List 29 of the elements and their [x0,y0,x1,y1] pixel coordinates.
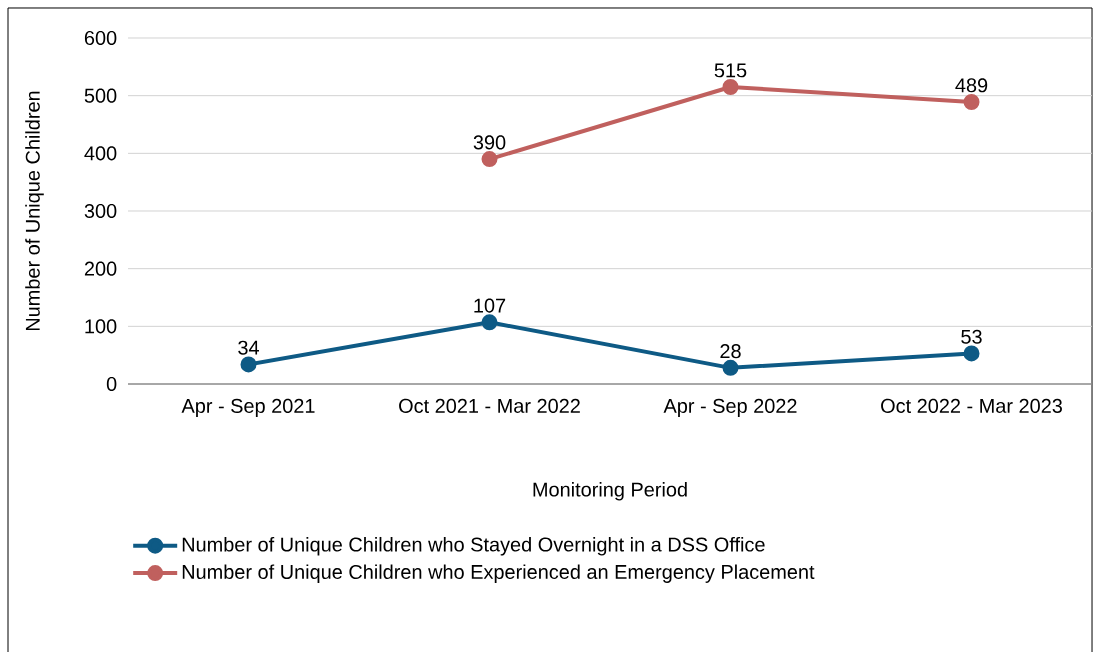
y-tick-label: 400 [84,146,117,161]
data-label: 107 [474,298,506,313]
point [963,94,980,111]
point [722,359,739,376]
x-tick-label: Oct 2021 - Mar 2022 [399,398,580,413]
point [481,151,498,168]
data-label: 28 [720,344,741,359]
data-label: 34 [238,340,259,355]
x-axis-title: Monitoring Period [533,481,687,501]
y-tick-label: 200 [84,261,117,276]
x-tick-label: Apr - Sep 2021 [181,398,315,417]
point [722,79,739,96]
point [240,356,257,373]
y-tick-label: 100 [85,319,117,334]
y-tick-label: 500 [84,88,117,103]
x-tick-label: Apr - Sep 2022 [663,398,797,417]
legend-label: Number of Unique Children who Experienced an Emergency Placement [182,564,815,583]
data-label: 489 [955,78,988,93]
x-tick-label: Oct 2022 - Mar 2023 [881,398,1062,413]
y-axis-title: Number of Unique Children [25,91,44,331]
legend-label: Number of Unique Children who Stayed Overnight in a DSS Office [182,536,765,556]
data-label: 390 [473,135,506,150]
point [481,314,498,331]
y-tick-label: 600 [84,30,117,46]
y-tick-label: 300 [84,203,117,219]
data-label: 53 [961,329,982,344]
point [963,345,980,362]
y-tick-label: 0 [106,376,117,392]
data-label: 515 [714,63,747,78]
